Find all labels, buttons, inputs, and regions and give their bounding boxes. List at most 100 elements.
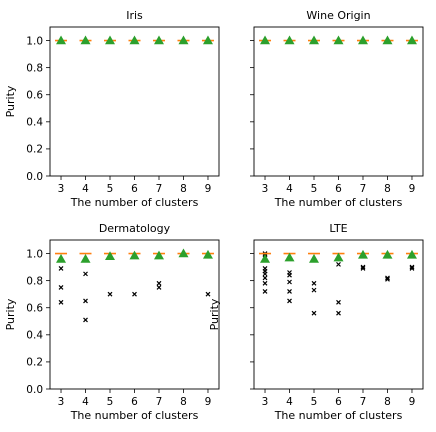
x-marker [262, 271, 268, 277]
x-marker [132, 291, 137, 297]
x-axis-label: The number of clusters [70, 409, 199, 422]
mean-marker [56, 253, 67, 263]
mean-marker [80, 35, 91, 45]
x-tick-label: 7 [360, 396, 367, 408]
x-tick-label: 6 [131, 396, 138, 408]
chart-panel-0: Iris 3 4 5 6 7 8 9 The number of clusters 0.0 0.2 0… [4, 9, 220, 209]
mean-marker [382, 249, 393, 259]
x-tick-label: 8 [384, 396, 391, 408]
x-marker [58, 284, 64, 290]
x-tick-label: 4 [286, 396, 293, 408]
y-axis-label: Purity [4, 298, 17, 330]
plot-frame [49, 26, 220, 177]
x-tick-label: 7 [360, 183, 367, 195]
x-marker [262, 280, 268, 286]
x-tick-label: 4 [286, 183, 293, 195]
chart-title: LTE [329, 222, 347, 235]
x-marker [336, 261, 341, 267]
x-tick-label: 3 [58, 183, 65, 195]
x-marker [311, 287, 317, 293]
plot-frame [49, 239, 220, 390]
mean-marker [406, 249, 417, 259]
x-tick-label: 8 [180, 183, 187, 195]
mean-marker [357, 249, 368, 259]
mean-marker [202, 35, 213, 45]
y-tick-label: 0.0 [26, 384, 43, 396]
x-tick-label: 3 [262, 183, 269, 195]
x-tick-label: 9 [409, 183, 416, 195]
x-marker [58, 299, 64, 305]
mean-marker [309, 35, 320, 45]
chart-panel-3: LTE 3 4 5 6 7 8 9 The number of clusters Purity [208, 222, 424, 422]
x-marker [336, 310, 341, 316]
mean-marker [333, 35, 344, 45]
chart-title: Iris [126, 9, 143, 22]
mean-marker [105, 251, 116, 261]
mean-marker [129, 250, 140, 260]
x-marker [409, 266, 415, 271]
x-axis-label: The number of clusters [70, 196, 199, 209]
y-axis-label: Purity [208, 298, 221, 330]
y-tick-label: 0.6 [26, 303, 43, 315]
x-marker [156, 284, 162, 290]
y-tick-label: 0.4 [26, 330, 43, 342]
mean-marker [284, 35, 295, 45]
chart-title: Wine Origin [306, 9, 370, 22]
x-marker [409, 264, 415, 270]
y-tick-label: 0.0 [26, 171, 43, 183]
y-tick-label: 1.0 [26, 248, 43, 260]
mean-marker [406, 35, 417, 45]
chart-panel-2: Dermatology 3 4 5 6 7 8 9 The number of clusters… [4, 222, 220, 422]
x-tick-label: 9 [205, 183, 212, 195]
mean-marker [105, 35, 116, 45]
x-tick-label: 9 [409, 396, 416, 408]
mean-marker [309, 253, 320, 263]
y-tick-label: 0.6 [26, 90, 43, 102]
x-marker [262, 275, 268, 281]
mean-marker [153, 35, 164, 45]
mean-marker [333, 252, 344, 262]
y-tick-label: 0.2 [26, 357, 43, 369]
mean-marker [129, 35, 140, 45]
x-tick-label: 8 [384, 183, 391, 195]
mean-marker [260, 253, 271, 263]
mean-marker [56, 35, 67, 45]
x-marker [83, 271, 88, 277]
x-marker [107, 291, 113, 297]
x-tick-label: 6 [335, 396, 342, 408]
x-marker [385, 275, 390, 281]
x-marker [336, 299, 341, 305]
x-marker [360, 264, 366, 270]
x-tick-label: 7 [156, 183, 163, 195]
mean-marker [357, 35, 368, 45]
y-tick-label: 0.2 [26, 144, 43, 156]
x-marker [287, 272, 292, 278]
x-marker [287, 298, 292, 304]
x-tick-label: 5 [311, 183, 318, 195]
x-tick-label: 4 [82, 183, 89, 195]
mean-marker [153, 250, 164, 260]
x-axis-label: The number of clusters [274, 409, 403, 422]
y-axis-label: Purity [4, 85, 17, 117]
x-marker [58, 266, 64, 271]
x-tick-label: 5 [311, 396, 318, 408]
mean-marker [284, 252, 295, 262]
x-marker [360, 266, 366, 271]
x-marker [205, 291, 211, 297]
mean-marker [178, 35, 189, 45]
y-tick-label: 0.8 [26, 62, 43, 74]
x-marker [83, 298, 88, 304]
plot-frame [253, 26, 424, 177]
x-tick-label: 9 [205, 396, 212, 408]
x-marker [385, 276, 390, 282]
x-marker [287, 279, 292, 285]
x-marker [83, 317, 88, 323]
mean-marker [382, 35, 393, 45]
x-marker [311, 310, 317, 316]
y-tick-label: 0.8 [26, 275, 43, 287]
x-tick-label: 3 [58, 396, 65, 408]
chart-title: Dermatology [99, 222, 171, 235]
x-tick-label: 5 [107, 183, 114, 195]
x-marker [311, 280, 317, 286]
